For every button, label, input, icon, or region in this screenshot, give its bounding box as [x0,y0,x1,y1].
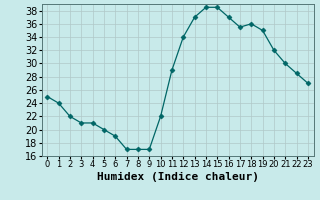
X-axis label: Humidex (Indice chaleur): Humidex (Indice chaleur) [97,172,259,182]
